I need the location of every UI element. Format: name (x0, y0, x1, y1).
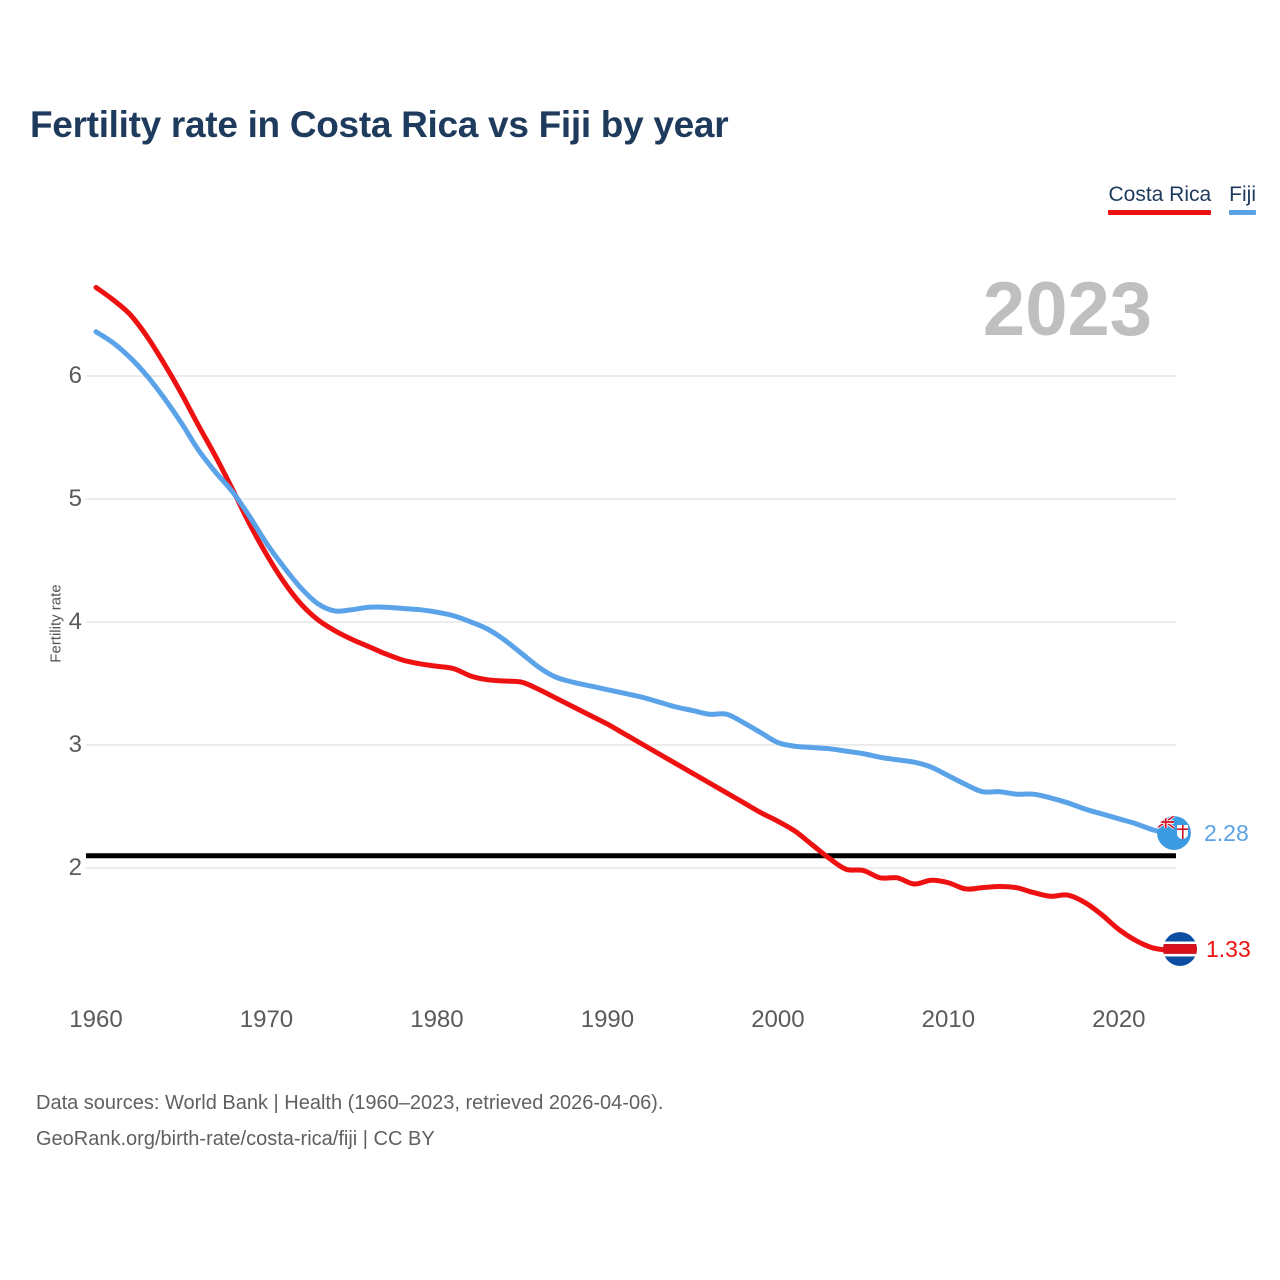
series-line-costa-rica (93, 284, 1173, 953)
x-tick-label: 1980 (410, 1006, 464, 1033)
x-tick-label: 2020 (1092, 1006, 1146, 1033)
costa-rica-flag-icon (1163, 932, 1197, 966)
y-tick-label: 2 (68, 854, 82, 881)
x-tick-label: 1990 (580, 1006, 635, 1033)
x-tick-label: 2010 (921, 1006, 976, 1033)
legend-label-fiji: Fiji (1229, 183, 1256, 206)
x-tick-label: 1960 (69, 1006, 123, 1033)
page-title: Fertility rate in Costa Rica vs Fiji by … (30, 104, 729, 145)
footer-attribution: Data sources: World Bank | Health (1960–… (36, 1085, 663, 1157)
x-tick-label: 2000 (751, 1006, 805, 1033)
series-line-fiji (93, 329, 1173, 837)
y-tick-label: 4 (68, 608, 82, 635)
y-tick-label: 5 (68, 485, 82, 512)
legend-item-costa-rica[interactable]: Costa Rica (1108, 182, 1212, 215)
fiji-flag-icon (1157, 816, 1191, 850)
x-tick-label: 1970 (239, 1006, 294, 1033)
y-tick-label: 6 (68, 362, 82, 389)
chart-legend: Costa Rica Fiji (1108, 182, 1256, 215)
endpoint-value-costa-rica: 1.33 (1206, 936, 1251, 962)
footer-line-license: GeoRank.org/birth-rate/costa-rica/fiji |… (36, 1128, 435, 1150)
legend-swatch-costa-rica (1108, 210, 1212, 215)
y-tick-label: 3 (68, 731, 82, 758)
legend-label-costa-rica: Costa Rica (1108, 183, 1212, 206)
footer-line-sources: Data sources: World Bank | Health (1960–… (36, 1092, 664, 1114)
legend-item-fiji[interactable]: Fiji (1229, 182, 1256, 215)
year-watermark: 2023 (982, 267, 1152, 352)
legend-swatch-fiji (1229, 210, 1256, 215)
endpoint-value-fiji: 2.28 (1204, 820, 1249, 846)
